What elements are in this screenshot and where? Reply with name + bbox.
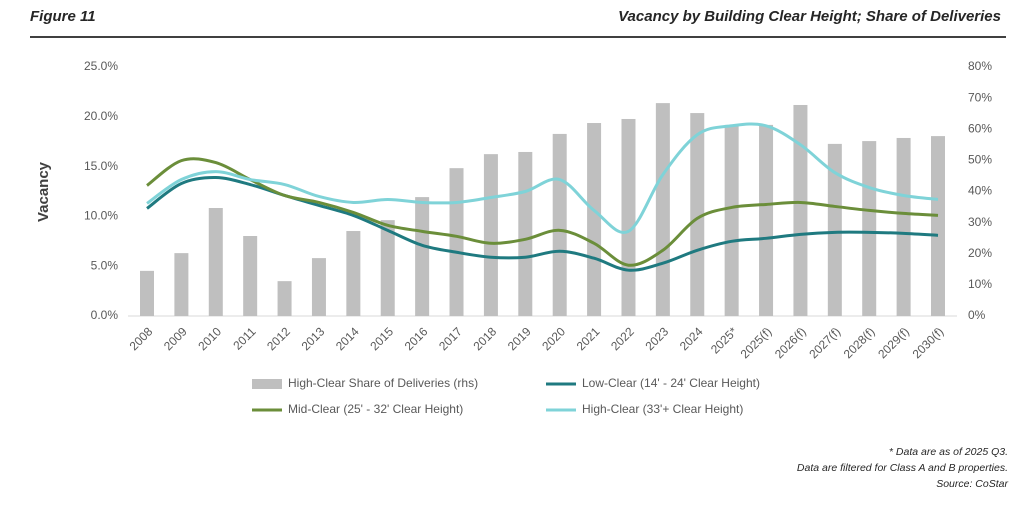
y-tick-label: 10.0%	[84, 209, 118, 223]
y2-tick-label: 80%	[968, 59, 992, 73]
bar	[621, 118, 636, 316]
x-tick-label: 2008	[127, 324, 156, 353]
bar	[690, 113, 705, 316]
bar	[759, 124, 774, 316]
x-tick-label: 2025(f)	[738, 324, 775, 361]
y-tick-label: 15.0%	[84, 159, 118, 173]
y2-tick-label: 40%	[968, 184, 992, 198]
x-tick-label: 2011	[230, 324, 258, 352]
y2-tick-label: 20%	[968, 246, 992, 260]
legend-label: Low-Clear (14' - 24' Clear Height)	[582, 376, 760, 390]
x-tick-label: 2012	[264, 324, 293, 353]
bar	[724, 124, 739, 316]
bar	[827, 143, 842, 316]
bar	[793, 104, 808, 316]
bar	[931, 136, 945, 316]
y-tick-label: 20.0%	[84, 109, 118, 123]
x-tick-label: 2029(f)	[875, 324, 912, 361]
x-tick-label: 2020	[539, 324, 568, 353]
x-tick-label: 2009	[161, 324, 190, 353]
y2-tick-label: 60%	[968, 121, 992, 135]
x-tick-label: 2030(f)	[910, 324, 947, 361]
bar	[896, 137, 911, 316]
bar	[208, 207, 223, 316]
x-tick-label: 2014	[333, 324, 362, 353]
legend-swatch	[252, 379, 282, 389]
bar	[862, 141, 877, 316]
line	[146, 176, 939, 272]
bar	[174, 253, 189, 316]
bar	[140, 270, 154, 316]
y-tick-label: 5.0%	[91, 258, 119, 272]
x-tick-label: 2015	[367, 324, 396, 353]
footnote: Source: CoStar	[936, 478, 1008, 490]
y-tick-label: 0.0%	[91, 308, 119, 322]
bar	[552, 133, 567, 316]
bar	[483, 154, 498, 316]
footnote: Data are filtered for Class A and B prop…	[797, 462, 1008, 474]
bar	[518, 151, 533, 316]
x-tick-label: 2018	[470, 324, 499, 353]
x-tick-label: 2010	[195, 324, 224, 353]
x-tick-label: 2021	[574, 324, 603, 353]
x-tick-label: 2027(f)	[806, 324, 843, 361]
y-axis-label: Vacancy	[35, 161, 52, 222]
x-tick-label: 2016	[402, 324, 431, 353]
x-tick-label: 2024	[677, 324, 706, 353]
bar	[243, 236, 258, 316]
x-tick-label: 2022	[608, 324, 637, 353]
bar	[587, 123, 602, 317]
footnote: * Data are as of 2025 Q3.	[889, 446, 1008, 458]
y2-tick-label: 10%	[968, 277, 992, 291]
x-tick-label: 2023	[642, 324, 671, 353]
figure-label: Figure 11	[30, 8, 96, 25]
y2-tick-label: 0%	[968, 308, 986, 322]
line	[146, 122, 939, 234]
legend-label: High-Clear (33'+ Clear Height)	[582, 402, 743, 416]
bar	[380, 220, 395, 316]
chart-title: Vacancy by Building Clear Height; Share …	[618, 8, 1001, 25]
line	[146, 157, 939, 267]
y2-tick-label: 30%	[968, 215, 992, 229]
legend-label: High-Clear Share of Deliveries (rhs)	[288, 376, 478, 390]
x-tick-label: 2013	[299, 324, 328, 353]
bar	[415, 197, 430, 316]
bar	[655, 103, 670, 316]
x-tick-label: 2017	[436, 324, 465, 353]
y2-tick-label: 50%	[968, 153, 992, 167]
bar	[346, 231, 361, 316]
y-tick-label: 25.0%	[84, 59, 118, 73]
x-tick-label: 2025*	[708, 324, 740, 356]
x-tick-label: 2028(f)	[841, 324, 878, 361]
x-tick-label: 2019	[505, 324, 534, 353]
legend-label: Mid-Clear (25' - 32' Clear Height)	[288, 402, 463, 416]
bar	[277, 281, 292, 316]
x-tick-label: 2026(f)	[772, 324, 809, 361]
bar	[311, 258, 326, 316]
y2-tick-label: 70%	[968, 90, 992, 104]
bar	[449, 168, 464, 316]
